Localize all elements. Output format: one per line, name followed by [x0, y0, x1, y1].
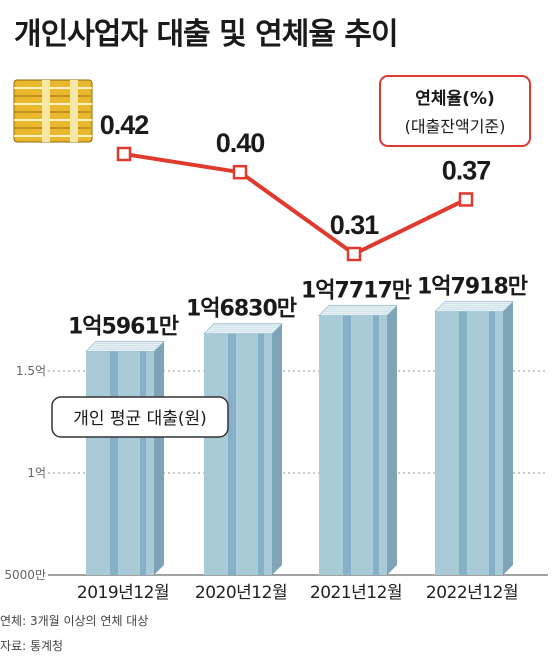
rate-legend-title: 연체율(%) — [415, 89, 495, 109]
rate-line — [123, 152, 467, 256]
bar-stripe — [343, 315, 351, 575]
note-delinquency-definition: 연체: 3개월 이상의 연체 대상 — [0, 614, 148, 628]
bar-top — [203, 323, 283, 335]
x-category-label: 2021년12월 — [310, 583, 402, 603]
loan-legend: 개인 평균 대출(원) — [51, 396, 229, 438]
bar-value-label: 1억7918만 — [417, 274, 528, 299]
bar-side — [387, 305, 397, 575]
rate-point — [346, 246, 362, 262]
rate-legend-box — [379, 75, 531, 147]
bar-stripe — [110, 351, 118, 575]
x-category-label: 2022년12월 — [426, 583, 518, 603]
rate-point — [232, 164, 248, 180]
loan-legend-label: 개인 평균 대출(원) — [73, 409, 207, 429]
bar-top — [318, 305, 398, 316]
bar-stripe — [258, 333, 264, 575]
bar — [203, 323, 283, 575]
delinquency-line: 0.42 0.40 0.31 0.37 — [100, 110, 491, 262]
x-category-label: 2019년12월 — [77, 583, 169, 603]
bar — [318, 305, 398, 575]
money-stack-icon — [13, 79, 93, 143]
bar-value-label: 1억5961만 — [68, 314, 179, 339]
bar-stripe — [373, 315, 379, 575]
rate-point — [116, 146, 132, 162]
bar-side — [154, 341, 164, 575]
bar-stripe — [489, 311, 495, 575]
y-tick-label: 1.5억 — [16, 364, 46, 378]
y-tick-label: 1억 — [27, 466, 46, 480]
bar-top — [85, 340, 165, 352]
bar-side — [272, 323, 282, 575]
bar — [434, 301, 514, 575]
bar-stripe — [140, 351, 146, 575]
y-axis-ticks: 5000만 1억 1.5억 — [4, 364, 46, 582]
x-category-label: 2020년12월 — [195, 583, 287, 603]
note-source: 자료: 통계청 — [0, 639, 63, 653]
rate-value-label: 0.40 — [216, 128, 265, 158]
bar-side — [503, 301, 513, 575]
bar-top — [434, 301, 514, 312]
rate-value-label: 0.42 — [100, 110, 149, 140]
bar-value-label: 1억7717만 — [301, 279, 412, 304]
rate-value-label: 0.31 — [330, 210, 380, 240]
rate-legend-subtitle: (대출잔액기준) — [405, 117, 506, 136]
rate-legend: 연체율(%) (대출잔액기준) — [379, 75, 531, 147]
rate-value-label: 0.37 — [442, 155, 491, 185]
rate-point — [458, 192, 474, 207]
bar — [85, 340, 165, 575]
bars — [85, 301, 514, 575]
y-tick-label: 5000만 — [4, 568, 46, 582]
bar-stripe — [459, 311, 467, 575]
x-axis-categories: 2019년12월 2020년12월 2021년12월 2022년12월 — [77, 583, 519, 603]
bar-value-label: 1억6830만 — [186, 297, 297, 322]
chart-title: 개인사업자 대출 및 연체율 추이 — [14, 17, 398, 52]
bar-stripe — [228, 333, 236, 575]
loan-legend-box — [51, 396, 229, 438]
